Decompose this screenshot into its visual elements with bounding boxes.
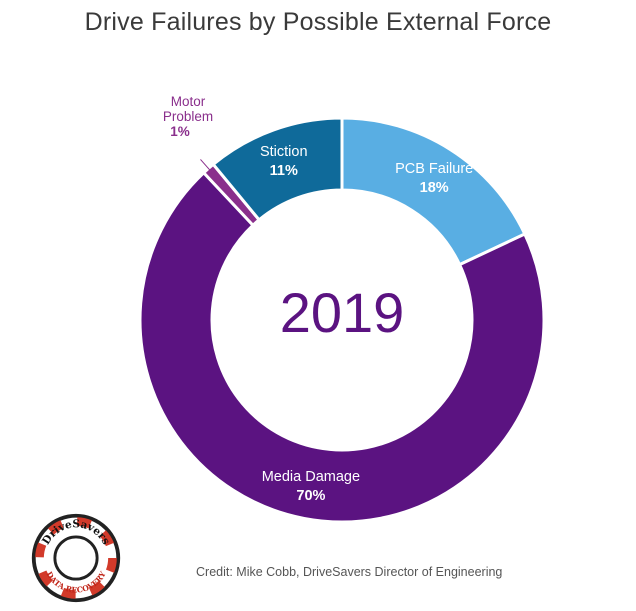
value-label-motor-problem: 1% (170, 124, 190, 139)
label-motor-problem-line-2: Problem (163, 109, 213, 124)
slice-stiction (211, 116, 344, 222)
donut-chart: PCB Failure 18% Media Damage 70% MotorProble… (138, 94, 546, 524)
labels-group: PCB Failure 18% Media Damage 70% MotorProble… (163, 94, 473, 504)
label-motor-problem-line-1: Motor (171, 94, 206, 109)
slices-group (138, 116, 546, 524)
value-label-pcb-failure: 18% (420, 180, 449, 196)
credit-text: Credit: Mike Cobb, DriveSavers Director … (196, 565, 503, 579)
chart-title: Drive Failures by Possible External Forc… (84, 8, 552, 36)
label-media-damage: Media Damage (262, 469, 360, 485)
label-pcb-failure: PCB Failure (395, 161, 473, 177)
drivesavers-lifebuoy-logo-icon: DriveSavers DATA RECOVERY (31, 513, 121, 603)
label-stiction: Stiction (260, 144, 308, 160)
center-year-label: 2019 (280, 281, 405, 344)
value-label-media-damage: 70% (296, 488, 325, 504)
leader-line-motor-problem (200, 159, 216, 177)
value-label-stiction: 11% (270, 163, 298, 179)
slice-media-damage (138, 170, 546, 524)
